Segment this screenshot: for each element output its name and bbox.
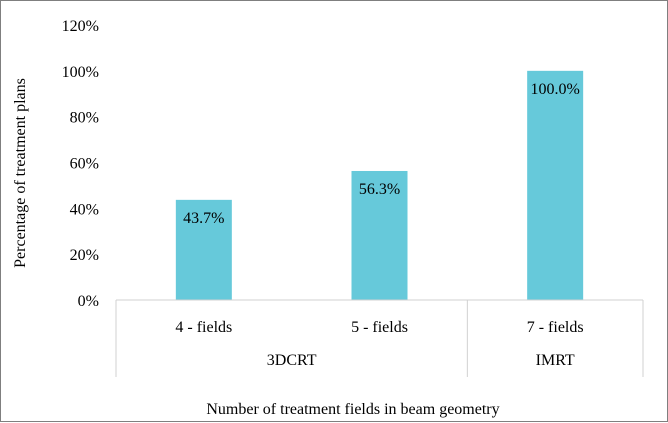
y-tick-label: 60%: [70, 156, 99, 173]
group-label: 3DCRT: [267, 352, 317, 369]
y-tick-label: 100%: [62, 64, 99, 81]
x-axis-title: Number of treatment fields in beam geome…: [206, 401, 499, 418]
y-tick-label: 120%: [62, 18, 99, 35]
category-label: 7 - fields: [527, 319, 584, 336]
group-label: IMRT: [536, 352, 575, 369]
bar: [351, 170, 408, 300]
y-tick-label: 20%: [70, 247, 99, 264]
bar: [527, 70, 584, 300]
category-label: 5 - fields: [351, 319, 408, 336]
category-axis: 4 - fields 5 - fields 7 - fields 3DCRT IMRT: [115, 299, 644, 377]
y-axis-title: Percentage of treatment plans: [12, 78, 29, 268]
data-label: 43.7%: [183, 210, 224, 227]
category-label: 4 - fields: [175, 319, 232, 336]
bars: [175, 70, 584, 300]
data-label: 56.3%: [359, 181, 400, 198]
bar: [175, 199, 232, 300]
y-tick-label: 80%: [70, 110, 99, 127]
y-tick-label: 0%: [78, 293, 99, 310]
y-axis-ticks: 0% 20% 40% 60% 80% 100% 120%: [62, 18, 99, 310]
data-label: 100.0%: [531, 81, 580, 98]
y-tick-label: 40%: [70, 201, 99, 218]
data-labels: 43.7% 56.3% 100.0%: [183, 81, 580, 227]
